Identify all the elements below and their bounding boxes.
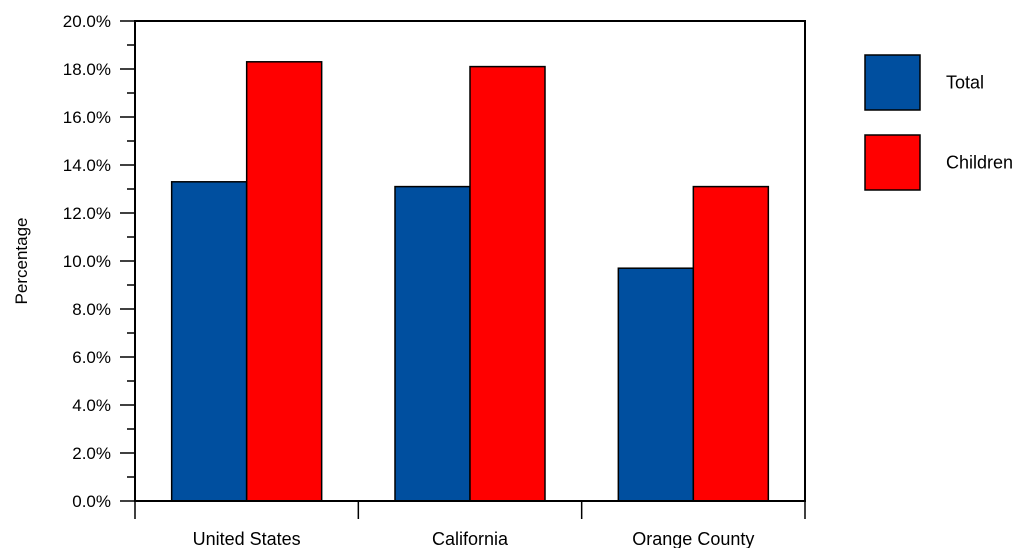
- y-tick-label: 0.0%: [72, 492, 111, 511]
- legend: Total Children: [864, 54, 1013, 191]
- y-tick-label: 12.0%: [63, 204, 111, 223]
- bar-total: [170, 181, 248, 502]
- legend-label-total: Total: [946, 73, 984, 93]
- y-tick-label: 4.0%: [72, 396, 111, 415]
- y-tick-label: 2.0%: [72, 444, 111, 463]
- bar-children: [692, 185, 770, 502]
- y-tick-label: 8.0%: [72, 300, 111, 319]
- bar-total: [394, 185, 471, 502]
- y-tick-label: 16.0%: [63, 108, 111, 127]
- y-axis-title: Percentage: [12, 218, 31, 305]
- y-tick-label: 6.0%: [72, 348, 111, 367]
- legend-label-children: Children: [946, 153, 1013, 173]
- bars: [170, 61, 770, 502]
- y-tick-label: 20.0%: [63, 12, 111, 31]
- y-tick-label: 18.0%: [63, 60, 111, 79]
- legend-swatch-children: [864, 134, 921, 191]
- y-tick-label: 14.0%: [63, 156, 111, 175]
- y-tick-label: 10.0%: [63, 252, 111, 271]
- x-tick-label: Orange County: [632, 529, 754, 548]
- bar-children: [469, 65, 546, 502]
- legend-swatch-total: [864, 54, 921, 111]
- x-axis: United States California Orange County: [134, 501, 806, 548]
- x-tick-label: United States: [193, 529, 301, 548]
- bar-total: [617, 267, 695, 502]
- y-axis: 0.0% 2.0% 4.0% 6.0% 8.0% 10.0% 12.0% 14.0% 16.0%…: [63, 12, 135, 511]
- x-tick-label: California: [432, 529, 509, 548]
- bar-children: [245, 61, 323, 502]
